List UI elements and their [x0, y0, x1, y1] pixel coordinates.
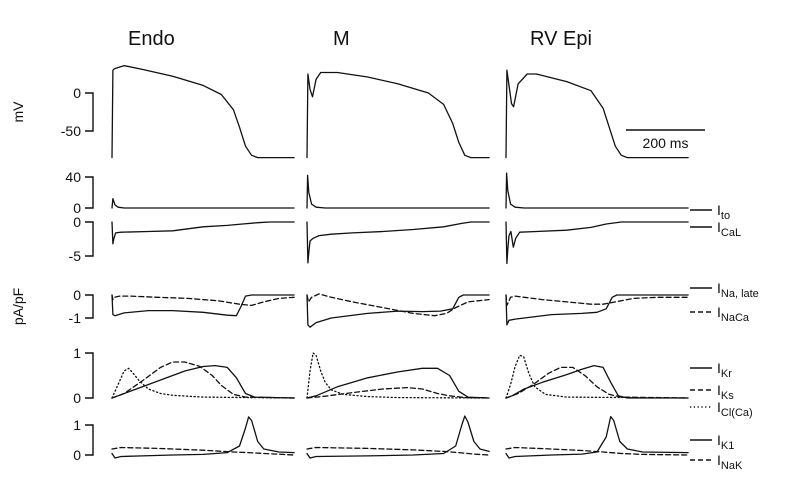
trace-ina-solid-rv-epi: [505, 294, 689, 326]
current-traces: [111, 64, 689, 459]
y-axis-labels: mV pA/pF: [10, 101, 26, 325]
tick-label-ap: 0: [73, 85, 81, 101]
tick-label-ik1: 1: [73, 417, 81, 433]
column-title-endo: Endo: [128, 28, 175, 50]
trace-ik-dashed-m: [306, 386, 490, 399]
trace-ina-dashed-endo: [111, 294, 295, 307]
trace-ik1-dashed-rv-epi: [505, 446, 689, 456]
trace-ina-dashed-m: [306, 293, 490, 317]
tick-label-ina: -1: [69, 310, 82, 326]
legend-label-kr: IKr: [717, 360, 732, 380]
y-axis-ina: [85, 294, 94, 319]
trace-ina-solid-endo: [111, 294, 295, 317]
tick-label-ik: 0: [73, 390, 81, 406]
y-axis-ik1: [85, 424, 94, 456]
legend-label-k1: IK1: [717, 432, 734, 452]
trace-ik-solid-m: [306, 367, 490, 399]
y-axis-ap: [85, 92, 94, 132]
trace-ical-solid-rv-epi: [505, 221, 689, 265]
legend-label-ks: IKs: [717, 382, 734, 402]
y-axis-ito: [85, 176, 94, 209]
trace-ito-solid-endo: [111, 198, 295, 209]
trace-ik-dotted-rv-epi: [505, 354, 689, 399]
tick-label-ik1: 0: [73, 447, 81, 463]
tick-label-ical: 0: [73, 214, 81, 230]
trace-ik-dashed-endo: [111, 361, 295, 399]
trace-ical-solid-m: [306, 221, 490, 264]
tick-label-ito: 0: [73, 200, 81, 216]
column-title-rv-epi: RV Epi: [530, 28, 592, 50]
tick-label-ik: 1: [73, 345, 81, 361]
legend-label-to: Ito: [717, 202, 730, 222]
trace-ik1-dashed-endo: [111, 446, 295, 456]
trace-ik1-solid-endo: [111, 416, 295, 459]
tick-label-ap: -50: [61, 123, 81, 139]
trace-ik1-dashed-m: [306, 446, 490, 456]
trace-ik-dotted-endo: [111, 367, 295, 399]
trace-ap-solid-endo: [111, 64, 295, 159]
trace-ik1-solid-rv-epi: [505, 415, 689, 459]
trace-ina-dashed-rv-epi: [505, 294, 689, 307]
tick-label-ito: 40: [65, 169, 81, 185]
trace-ina-solid-m: [306, 294, 490, 328]
column-titles: Endo M RV Epi: [128, 28, 592, 50]
y-axis-label-ap: mV: [10, 101, 26, 123]
y-axis-ik: [85, 352, 94, 399]
y-axis-ical: [85, 221, 94, 257]
tick-label-ina: 0: [73, 287, 81, 303]
tick-label-ical: -5: [69, 248, 82, 264]
y-axis-label-ina: pA/pF: [10, 288, 26, 325]
trace-ap-solid-rv-epi: [505, 69, 689, 159]
legend-label-naca: INaCa: [717, 304, 750, 324]
column-title-m: M: [333, 28, 350, 50]
trace-ik-solid-rv-epi: [505, 364, 689, 399]
trace-ik-dotted-m: [306, 352, 490, 399]
legend-label-nak: INaK: [717, 452, 743, 472]
trace-ap-solid-m: [306, 71, 490, 159]
legend-label-cal: ICaL: [717, 219, 741, 239]
time-scale-bar: 200 ms: [626, 129, 705, 151]
trace-ik-solid-endo: [111, 364, 295, 399]
trace-ito-solid-m: [306, 174, 490, 209]
trace-ical-solid-endo: [111, 221, 295, 245]
trace-ito-solid-rv-epi: [505, 172, 689, 209]
legend-label-na-late: INa, late: [717, 280, 759, 300]
trace-ik-dashed-rv-epi: [505, 366, 689, 399]
scale-bar-label: 200 ms: [643, 135, 689, 151]
trace-ik1-solid-m: [306, 415, 490, 459]
legend-label-cl-ca: ICl(Ca): [717, 399, 753, 419]
